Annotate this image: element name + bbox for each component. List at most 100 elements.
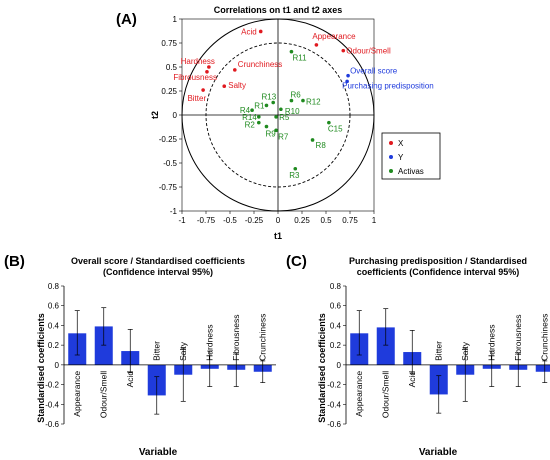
bar-crunchiness — [535, 364, 550, 372]
y-tick-label: -0.2 — [45, 381, 59, 390]
category-label-acid: Acid — [125, 371, 135, 388]
category-label-acid: Acid — [407, 371, 417, 388]
y-tick-label: 0 — [337, 361, 342, 370]
y-tick-label: -0.6 — [45, 420, 59, 429]
correlation-xlabel: t1 — [274, 231, 282, 241]
overall-score-chart: Overall score / Standardised coefficient… — [36, 256, 276, 458]
x-tick-label: -0.25 — [245, 216, 264, 225]
point-odour-smell — [341, 48, 346, 53]
correlation-title: Correlations on t1 and t2 axes — [214, 5, 343, 15]
point-label-r4: R4 — [240, 106, 251, 115]
point-c15 — [327, 120, 331, 125]
panel-label-b: (B) — [4, 253, 25, 270]
point-acid — [258, 29, 263, 34]
x-tick-label: 0 — [276, 216, 281, 225]
point-label-purchasing-predisposition: Purchasing predisposition — [342, 81, 434, 90]
category-label-salty: Salty — [460, 341, 470, 361]
x-tick-label: -0.5 — [223, 216, 237, 225]
point-fibrousness — [205, 70, 209, 74]
y-tick-label: -0.5 — [163, 159, 177, 168]
point-r3 — [293, 166, 298, 171]
point-r11 — [289, 49, 294, 54]
correlation-ylabel: t2 — [150, 111, 160, 119]
y-tick-label: 0 — [55, 361, 60, 370]
point-label-r6: R6 — [290, 91, 301, 100]
y-tick-label: -0.6 — [327, 420, 341, 429]
category-label-salty: Salty — [178, 341, 188, 361]
purchasing-ylabel: Standardised coefficients — [317, 313, 327, 423]
x-tick-label: 0.25 — [294, 216, 310, 225]
point-label-fibrousness: Fibrousness — [173, 73, 217, 82]
category-label-appearance: Appearance — [72, 371, 82, 417]
category-label-bitter: Bitter — [152, 341, 162, 361]
point-r13 — [271, 100, 276, 105]
point-label-r13: R13 — [262, 93, 277, 102]
point-label-r11: R11 — [292, 54, 307, 63]
category-label-hardness: Hardness — [205, 324, 215, 360]
point-salty — [222, 84, 227, 88]
category-label-fibrousness: Fibrousness — [513, 315, 523, 361]
point-label-r2: R2 — [245, 121, 256, 130]
category-label-odour-smell: Odour/Smell — [381, 371, 391, 418]
category-label-odour-smell: Odour/Smell — [99, 371, 109, 418]
correlation-points: Acid Appearance Odour/Smell Hardness Crunchi… — [173, 27, 433, 179]
point-label-salty: Salty — [228, 81, 246, 90]
y-tick-label: -1 — [170, 207, 178, 216]
point-label-r8: R8 — [316, 141, 327, 150]
correlation-axes — [182, 19, 374, 211]
point-label-overall-score: Overall score — [350, 67, 398, 76]
category-label-crunchiness: Crunchiness — [540, 314, 550, 361]
correlation-ticks: -1 -0.75 -0.5 -0.25 0 0.25 0.5 0.75 1 1 0.75 0.5 0.2… — [159, 15, 377, 225]
point-label-appearance: Appearance — [312, 32, 356, 41]
x-tick-label: 1 — [372, 216, 377, 225]
legend-label-activas: Activas — [398, 167, 424, 176]
y-tick-label: -0.75 — [159, 183, 178, 192]
overall-score-plot: 0.8 0.6 0.4 0.2 0 -0.2 -0.4 -0.6 Appearance Odour… — [45, 282, 276, 429]
point-label-acid: Acid — [241, 27, 257, 36]
point-r7 — [274, 128, 278, 133]
correlation-legend: X Y Activas — [381, 132, 441, 180]
y-tick-label: 0.75 — [161, 39, 177, 48]
point-r1 — [264, 103, 269, 108]
point-label-bitter: Bitter — [187, 94, 206, 103]
legend-label-y: Y — [398, 153, 404, 162]
category-label-crunchiness: Crunchiness — [258, 314, 268, 361]
category-label-fibrousness: Fibrousness — [231, 315, 241, 361]
panel-label-c: (C) — [286, 253, 307, 270]
point-label-r12: R12 — [306, 98, 321, 107]
overall-score-title-line-2: (Confidence interval 95%) — [103, 267, 213, 277]
point-label-c15: C15 — [328, 125, 343, 134]
x-tick-label: -0.75 — [197, 216, 216, 225]
y-tick-label: 0.8 — [330, 282, 342, 291]
legend-marker-activas — [389, 169, 393, 173]
panel-label-a: (A) — [116, 11, 137, 28]
point-overall-score — [346, 73, 350, 78]
legend-label-x: X — [398, 139, 404, 148]
point-r8 — [310, 138, 315, 142]
point-crunchiness — [233, 68, 237, 72]
point-r6 — [289, 98, 294, 103]
y-tick-label: -0.4 — [45, 400, 59, 409]
point-r14 — [257, 115, 261, 119]
point-r4 — [250, 108, 254, 112]
y-tick-label: 0.2 — [48, 341, 60, 350]
point-purchasing-predisposition — [345, 79, 349, 84]
overall-score-ylabel: Standardised coefficients — [36, 313, 46, 423]
point-bitter — [201, 88, 205, 92]
purchasing-plot: 0.8 0.6 0.4 0.2 0 -0.2 -0.4 -0.6 Appearance Odour… — [327, 282, 550, 429]
point-label-r7: R7 — [278, 132, 289, 141]
point-label-r9: R9 — [265, 130, 276, 139]
point-label-odour-smell: Odour/Smell — [346, 47, 391, 56]
purchasing-predisposition-chart: Purchasing predisposition / Standardised… — [317, 256, 550, 458]
point-label-r1: R1 — [254, 101, 265, 110]
y-tick-label: -0.4 — [327, 400, 341, 409]
y-tick-label: -0.2 — [327, 381, 341, 390]
y-tick-label: 0.4 — [330, 321, 342, 330]
point-r12 — [301, 98, 305, 103]
x-tick-label: 0.75 — [342, 216, 358, 225]
bar-odour-smell — [376, 327, 395, 365]
y-tick-label: 0.8 — [48, 282, 60, 291]
legend-marker-y — [389, 155, 393, 159]
category-label-hardness: Hardness — [487, 324, 497, 360]
